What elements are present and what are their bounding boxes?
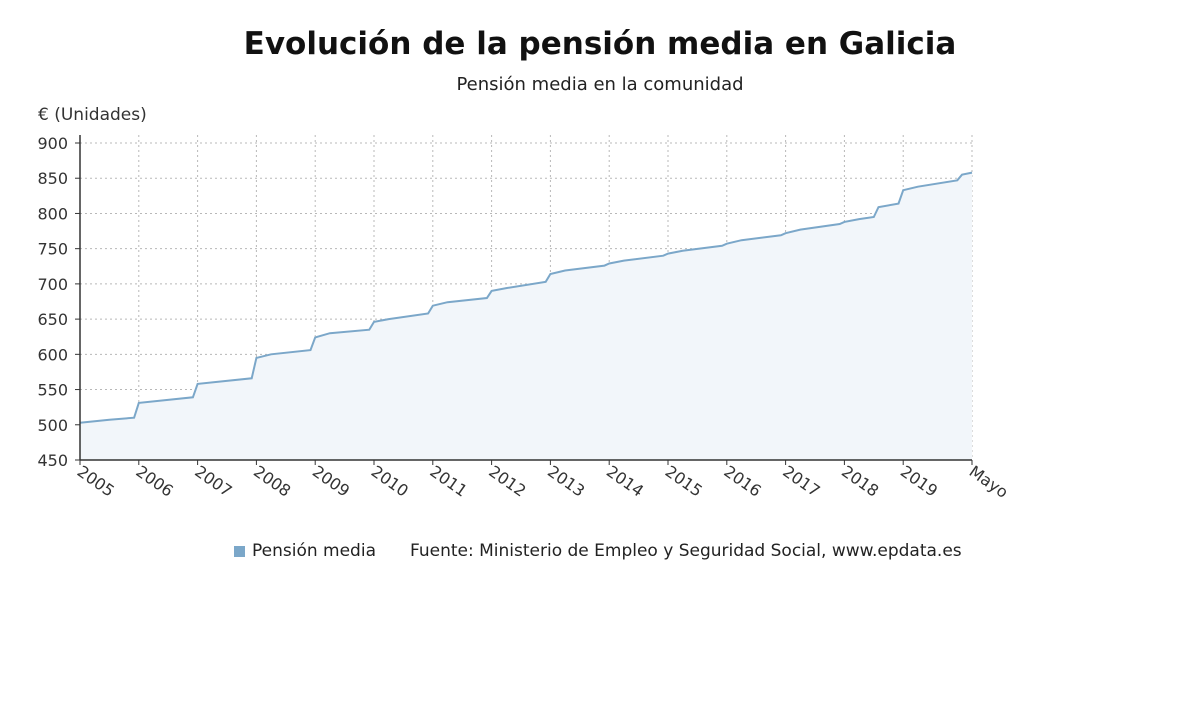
chart-subtitle: Pensión media en la comunidad <box>456 74 744 95</box>
legend-swatch <box>234 545 245 557</box>
y-tick-label: 700 <box>37 275 68 294</box>
chart-title: Evolución de la pensión media en Galicia <box>243 26 957 62</box>
x-tick-label: 2014 <box>603 462 647 501</box>
x-tick-label: 2017 <box>779 462 823 501</box>
y-axis-label: € (Unidades) <box>38 105 147 125</box>
y-tick-label: 600 <box>37 345 68 364</box>
x-tick-label: 2019 <box>897 462 941 501</box>
legend-series-label: Pensión media <box>252 541 376 561</box>
x-tick-label: 2007 <box>191 462 235 501</box>
x-tick-label: 2008 <box>250 462 294 501</box>
x-tick-label: 2009 <box>309 462 353 501</box>
x-tick-labels: 2005 2006 2007 2008 2009 2010 2011 2012 2013 2014… <box>74 462 1012 502</box>
y-tick-label: 550 <box>37 381 68 400</box>
y-tick-label: 750 <box>37 240 68 259</box>
y-tick-label: 650 <box>37 310 68 329</box>
series-line <box>79 171 973 424</box>
x-tick-label: 2015 <box>662 462 706 501</box>
x-tick-label: 2005 <box>74 462 118 501</box>
y-tick-label: 850 <box>37 169 68 188</box>
x-tick-label: Mayo <box>966 462 1012 502</box>
y-tick-label: 800 <box>37 204 68 223</box>
y-tick-labels: 450 500 550 600 650 700 750 800 850 900 <box>37 134 68 470</box>
axes <box>75 135 973 465</box>
x-tick-label: 2011 <box>427 462 471 501</box>
x-tick-label: 2018 <box>838 462 882 501</box>
x-tick-label: 2016 <box>721 462 765 501</box>
x-tick-label: 2010 <box>368 462 412 501</box>
y-tick-label: 900 <box>37 134 68 153</box>
x-tick-label: 2012 <box>485 462 529 501</box>
legend: Pensión media Fuente: Ministerio de Empl… <box>234 541 962 561</box>
y-tick-label: 450 <box>37 451 68 470</box>
x-tick-label: 2013 <box>544 462 588 501</box>
x-tick-label: 2006 <box>133 462 177 501</box>
series-area <box>80 172 972 460</box>
y-tick-label: 500 <box>37 416 68 435</box>
source-note: Fuente: Ministerio de Empleo y Seguridad… <box>410 541 962 561</box>
